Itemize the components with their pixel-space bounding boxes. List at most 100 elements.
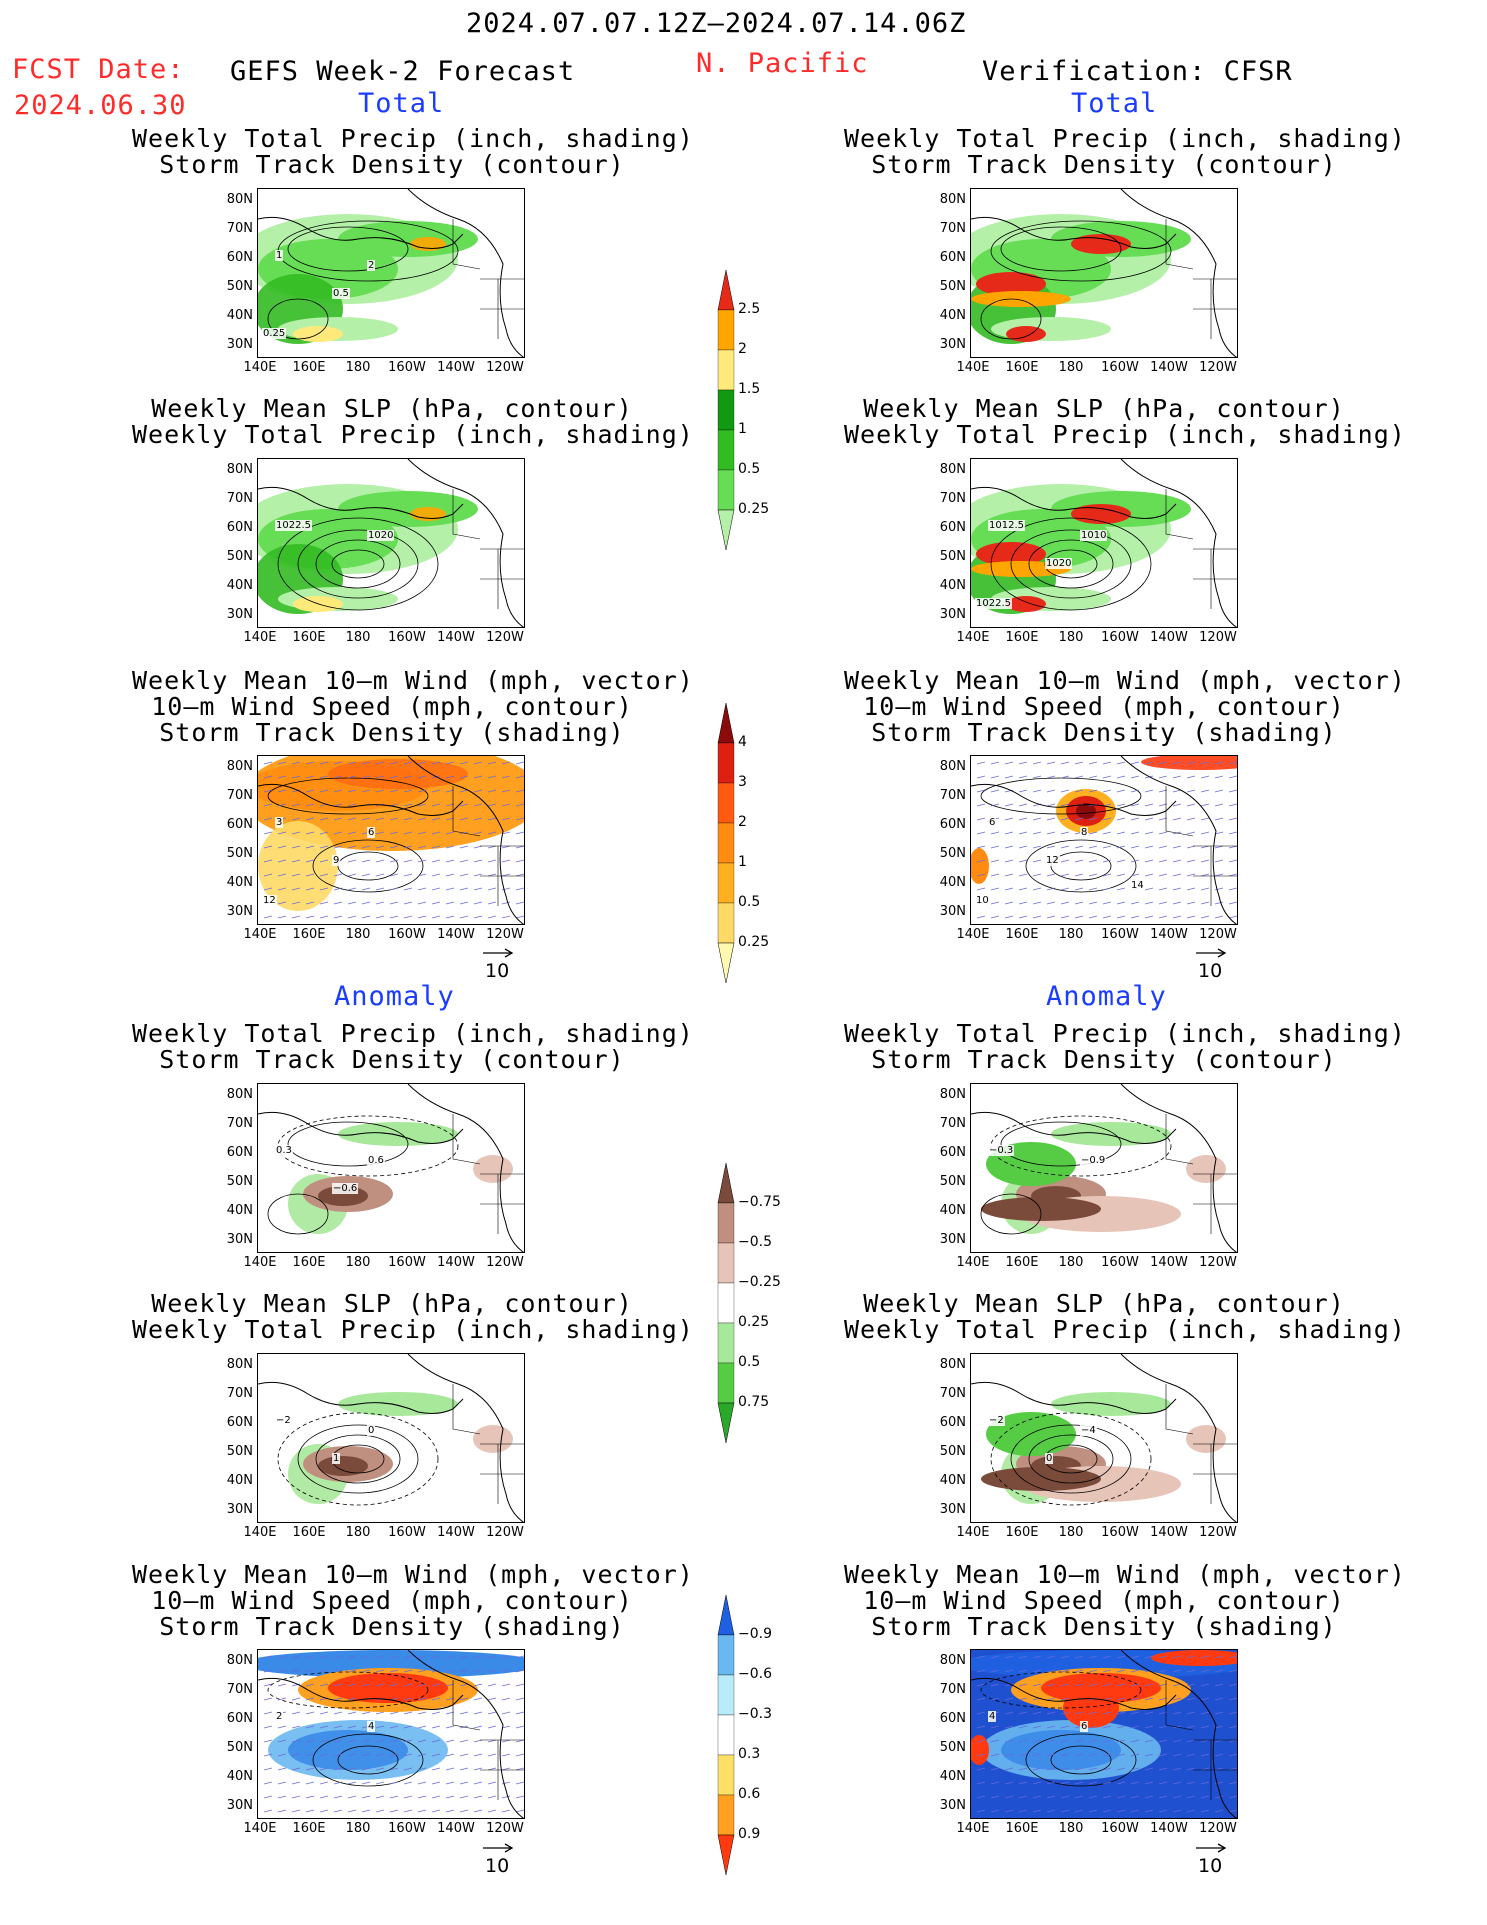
lat-tick-label: 30N <box>226 1232 253 1247</box>
forecast-map-wind-anomaly: 80N 70N 60N 50N 40N 30N 140E 160E 180 160W 140W 120… <box>227 1649 525 1844</box>
lat-tick-label: 40N <box>939 578 966 593</box>
section-anomaly-left: Anomaly <box>334 981 455 1012</box>
lat-tick-label: 30N <box>939 1232 966 1247</box>
lat-tick-label: 60N <box>939 520 966 535</box>
panel-title: Weekly Mean SLP (hPa, contour) <box>151 1289 633 1318</box>
contour-label: 1012.5 <box>988 520 1025 531</box>
colorbar-tick-label: 0.3 <box>738 1746 761 1762</box>
lon-tick-label: 140W <box>437 630 475 645</box>
verification-map-wind-total: 80N 70N 60N 50N 40N 30N 140E 160E 180 160W 140W 120… <box>940 755 1238 950</box>
vector-scale-label: 10 <box>483 1843 514 1877</box>
lon-tick-label: 120W <box>1199 1525 1237 1540</box>
lon-tick-label: 160E <box>1005 630 1039 645</box>
panel-title: Weekly Total Precip (inch, shading) <box>132 420 694 449</box>
lat-tick-label: 30N <box>226 904 253 919</box>
lat-tick-label: 60N <box>939 1415 966 1430</box>
lat-tick-label: 80N <box>226 1653 253 1668</box>
colorbar-tick-label: 0.9 <box>738 1826 761 1842</box>
contour-label: 14 <box>1130 880 1145 891</box>
colorbar-storm-density-anomaly-swatches <box>717 1595 735 1876</box>
lat-tick-label: 40N <box>226 578 253 593</box>
lon-tick-label: 120W <box>486 1525 524 1540</box>
contour-label: 0.6 <box>367 1155 385 1166</box>
lat-tick-label: 60N <box>226 1711 253 1726</box>
contour-label: 0.3 <box>275 1145 293 1156</box>
lon-tick-label: 160E <box>292 1525 326 1540</box>
lon-tick-label: 160W <box>388 360 426 375</box>
contour-label: −2 <box>275 1415 292 1426</box>
vector-scale-arrow <box>1196 1843 1227 1853</box>
lat-tick-label: 40N <box>226 1769 253 1784</box>
lat-tick-label: 60N <box>226 520 253 535</box>
lat-tick-label: 80N <box>939 759 966 774</box>
map-canvas <box>971 189 1237 357</box>
map-canvas <box>258 189 524 357</box>
lat-tick-label: 80N <box>939 192 966 207</box>
contour-label: −0.3 <box>988 1145 1015 1156</box>
contour-label: 1022.5 <box>275 520 312 531</box>
colorbar-tick-label: 0.25 <box>738 501 770 517</box>
map-frame <box>970 458 1238 628</box>
panel-title: Storm Track Density (shading) <box>871 1612 1337 1641</box>
forecast-map-wind-total: 80N 70N 60N 50N 40N 30N 140E 160E 180 160W 140W 120… <box>227 755 525 950</box>
lon-tick-label: 160E <box>292 1255 326 1270</box>
lat-tick-label: 40N <box>939 1203 966 1218</box>
panel-title: Storm Track Density (shading) <box>159 1612 625 1641</box>
vector-scale-arrow <box>483 948 514 958</box>
vector-scale-value: 10 <box>1198 960 1223 982</box>
lat-tick-label: 30N <box>939 1502 966 1517</box>
lon-tick-label: 160W <box>1101 927 1139 942</box>
lat-tick-label: 40N <box>939 308 966 323</box>
colorbar-precip-total: 2.5 2 1.5 1 0.5 0.25 <box>716 270 796 570</box>
panel-title: 10–m Wind Speed (mph, contour) <box>151 1586 633 1615</box>
map-frame <box>257 755 525 925</box>
vector-scale-arrow <box>483 1843 514 1853</box>
lat-tick-label: 80N <box>226 1357 253 1372</box>
map-canvas <box>971 459 1237 627</box>
lat-tick-label: 40N <box>939 875 966 890</box>
panel-title: Weekly Total Precip (inch, shading) <box>844 124 1406 153</box>
panel-title: Weekly Total Precip (inch, shading) <box>132 1315 694 1344</box>
colorbar-tick-label: 0.25 <box>738 934 770 950</box>
map-frame <box>257 458 525 628</box>
lon-tick-label: 160W <box>388 1525 426 1540</box>
panel-title: Weekly Mean 10–m Wind (mph, vector) <box>844 666 1406 695</box>
lat-tick-label: 50N <box>226 846 253 861</box>
lon-tick-label: 140E <box>243 1821 277 1836</box>
lat-tick-label: 60N <box>226 1415 253 1430</box>
forecast-period: 2024.07.07.12Z–2024.07.14.06Z <box>466 8 967 39</box>
lat-tick-label: 80N <box>226 759 253 774</box>
contour-label: −0.6 <box>332 1183 359 1194</box>
lon-tick-label: 180 <box>345 927 371 942</box>
lon-tick-label: 120W <box>1199 927 1237 942</box>
lat-tick-label: 50N <box>226 1740 253 1755</box>
lon-tick-label: 120W <box>486 360 524 375</box>
colorbar-tick-label: 0.25 <box>738 1314 770 1330</box>
contour-label: −4 <box>1080 1425 1097 1436</box>
colorbar-tick-label: 2.5 <box>738 301 761 317</box>
contour-label: 1020 <box>1045 558 1073 569</box>
lon-tick-label: 140W <box>1150 1821 1188 1836</box>
panel-title: Weekly Total Precip (inch, shading) <box>844 420 1406 449</box>
lat-tick-label: 80N <box>226 1087 253 1102</box>
lon-tick-label: 180 <box>1058 1821 1084 1836</box>
contour-label: 0 <box>1045 1453 1054 1464</box>
colorbar-precip-anomaly-swatches <box>717 1163 735 1444</box>
colorbar-tick-label: −0.6 <box>738 1666 772 1682</box>
lon-tick-label: 140E <box>956 630 990 645</box>
vector-scale-value: 10 <box>1198 1855 1223 1877</box>
panel-title: 10–m Wind Speed (mph, contour) <box>863 692 1345 721</box>
panel-title: Storm Track Density (contour) <box>871 1045 1337 1074</box>
contour-label: 6 <box>988 817 997 828</box>
lon-tick-label: 160W <box>388 927 426 942</box>
lon-tick-label: 160E <box>1005 1255 1039 1270</box>
section-anomaly-right: Anomaly <box>1046 981 1167 1012</box>
colorbar-tick-label: −0.5 <box>738 1234 772 1250</box>
map-frame <box>257 1353 525 1523</box>
lon-tick-label: 160E <box>292 1821 326 1836</box>
contour-label: 1010 <box>1080 530 1108 541</box>
panel-title: Storm Track Density (contour) <box>159 1045 625 1074</box>
contour-label: 10 <box>975 895 990 906</box>
lon-tick-label: 140W <box>437 1525 475 1540</box>
fcst-date-value: 2024.06.30 <box>14 90 187 121</box>
